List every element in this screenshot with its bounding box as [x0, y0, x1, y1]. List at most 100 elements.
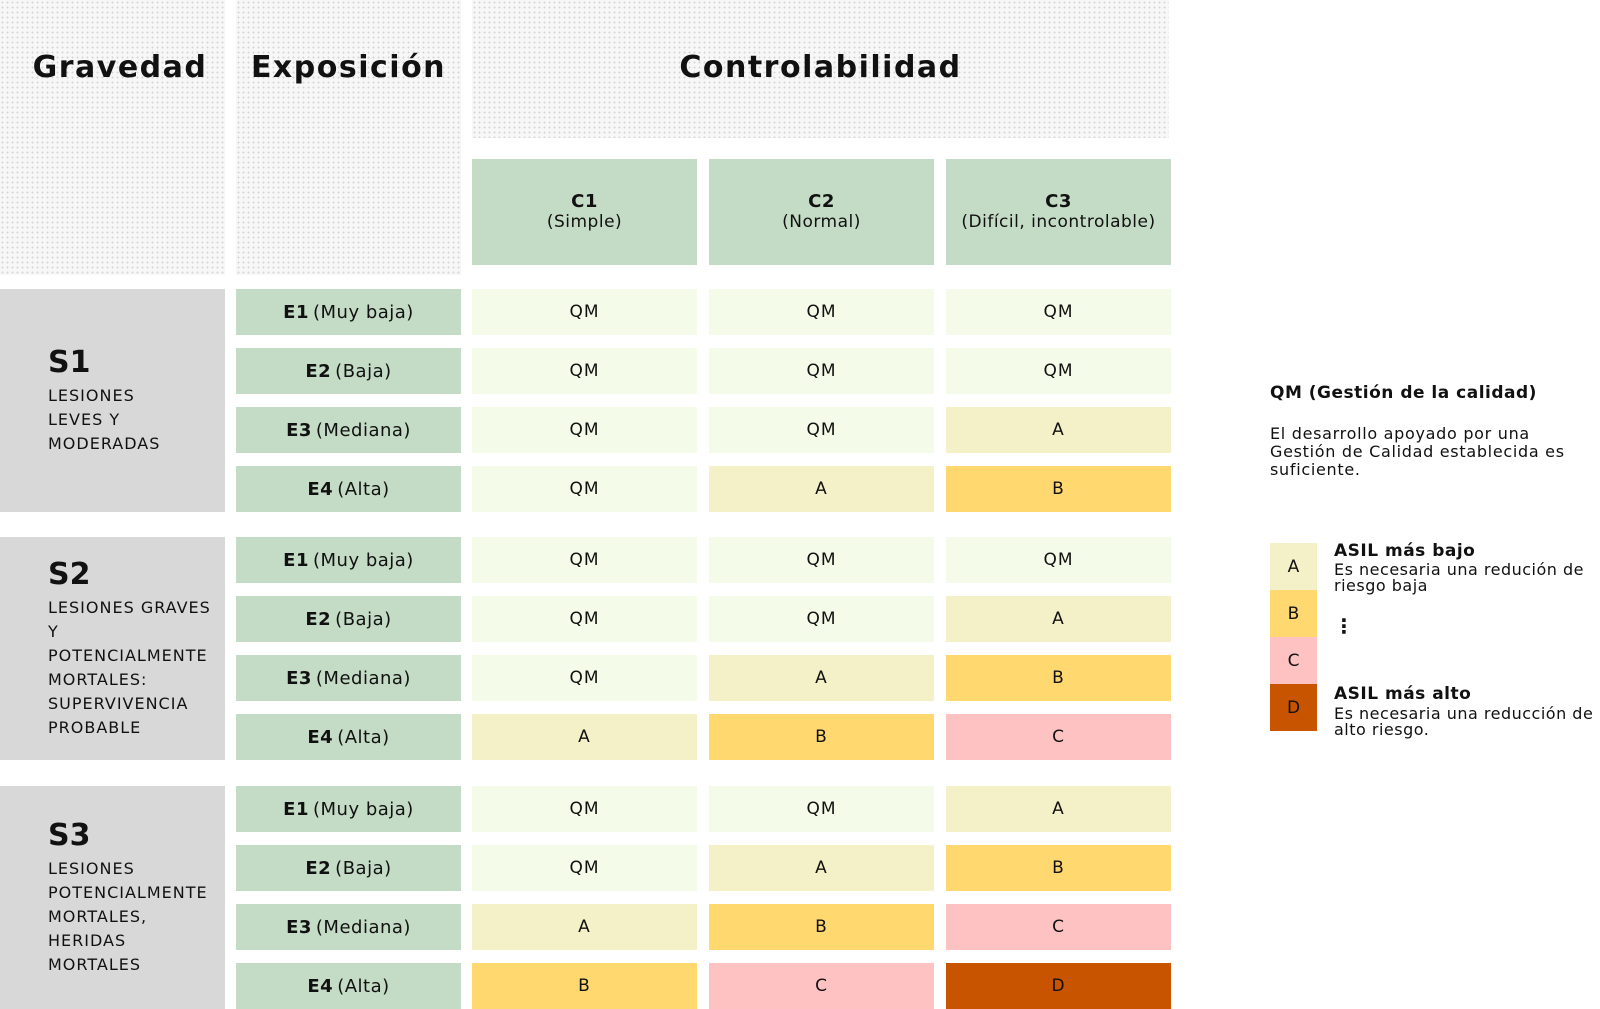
exposure-code: E1: [283, 549, 309, 571]
exposure-e1: E1 (Muy baja): [236, 786, 461, 832]
asil-cell: QM: [472, 466, 697, 512]
exposure-label: (Alta): [337, 975, 390, 997]
exposure-code: E1: [283, 301, 309, 323]
asil-cell: QM: [709, 348, 934, 394]
asil-cell: A: [709, 845, 934, 891]
exposure-code: E3: [286, 419, 312, 441]
asil-cell: QM: [946, 289, 1171, 335]
exposure-code: E2: [305, 608, 332, 630]
exposure-heading: Exposición: [250, 50, 447, 85]
exposure-label: (Baja): [335, 360, 392, 382]
asil-cell: QM: [709, 289, 934, 335]
asil-cell: A: [946, 407, 1171, 453]
exposure-label: (Muy baja): [312, 301, 414, 323]
controllability-label: (Difícil, incontrolable): [961, 212, 1156, 232]
exposure-label: (Muy baja): [312, 798, 414, 820]
swatch-b: B: [1270, 590, 1317, 637]
exposure-e4: E4 (Alta): [236, 466, 461, 512]
exposure-e1: E1 (Muy baja): [236, 537, 461, 583]
asil-cell: QM: [709, 407, 934, 453]
asil-cell: C: [946, 904, 1171, 950]
qm-legend-title: QM (Gestión de la calidad): [1270, 383, 1537, 403]
controllability-code: C2: [808, 191, 835, 212]
severity-code: S3: [48, 818, 91, 853]
asil-cell: QM: [472, 845, 697, 891]
exposure-label: (Baja): [335, 857, 392, 879]
exposure-code: E4: [307, 478, 334, 500]
exposure-e1: E1 (Muy baja): [236, 289, 461, 335]
exposure-code: E4: [307, 726, 334, 748]
severity-description: LESIONES LEVES Y MODERADAS: [48, 386, 161, 453]
exposure-e2: E2 (Baja): [236, 348, 461, 394]
controllability-c3: C3 (Difícil, incontrolable): [946, 159, 1171, 265]
swatch-c: C: [1270, 637, 1317, 684]
exposure-label: (Alta): [337, 478, 390, 500]
exposure-code: E2: [305, 857, 332, 879]
exposure-code: E4: [307, 975, 334, 997]
exposure-e4: E4 (Alta): [236, 963, 461, 1009]
severity-s3: S3 LESIONES POTENCIALMENTE MORTALES, HERIDAS…: [0, 786, 225, 1009]
asil-cell: QM: [946, 348, 1171, 394]
controllability-label: (Simple): [546, 212, 623, 232]
asil-cell: C: [709, 963, 934, 1009]
exposure-e2: E2 (Baja): [236, 596, 461, 642]
asil-cell: A: [472, 904, 697, 950]
asil-cell: QM: [472, 348, 697, 394]
asil-cell: B: [472, 963, 697, 1009]
asil-cell: A: [946, 786, 1171, 832]
asil-cell: QM: [472, 289, 697, 335]
exposure-code: E1: [283, 798, 309, 820]
severity-code: S2: [48, 557, 91, 592]
exposure-label: (Mediana): [315, 916, 411, 938]
asil-cell: A: [709, 655, 934, 701]
asil-cell: QM: [709, 786, 934, 832]
highest-asil-title: ASIL más alto: [1334, 684, 1472, 704]
exposure-label: (Baja): [335, 608, 392, 630]
asil-cell: B: [709, 904, 934, 950]
lowest-asil-text: Es necesaria una redución de riesgo baja: [1334, 560, 1585, 595]
exposure-e3: E3 (Mediana): [236, 904, 461, 950]
asil-cell: B: [946, 466, 1171, 512]
controllability-c2: C2 (Normal): [709, 159, 934, 265]
exposure-e4: E4 (Alta): [236, 714, 461, 760]
swatch-a: A: [1270, 543, 1317, 590]
asil-cell: B: [709, 714, 934, 760]
severity-code: S1: [48, 345, 91, 380]
controllability-code: C1: [571, 191, 598, 212]
severity-header-bg: [0, 0, 225, 275]
exposure-e3: E3 (Mediana): [236, 655, 461, 701]
severity-s2: S2 LESIONES GRAVES Y POTENCIALMENTE MORTALE…: [0, 537, 225, 760]
highest-asil-text: Es necesaria una reducción de alto riesg…: [1334, 704, 1594, 739]
exposure-code: E3: [286, 667, 312, 689]
controllability-code: C3: [1045, 191, 1072, 212]
controllability-header-bg: [472, 0, 1169, 138]
asil-cell: B: [946, 845, 1171, 891]
exposure-label: (Alta): [337, 726, 390, 748]
asil-cell: QM: [472, 407, 697, 453]
asil-cell: B: [946, 655, 1171, 701]
swatch-d: D: [1270, 684, 1317, 731]
severity-description: LESIONES GRAVES Y POTENCIALMENTE MORTALES:…: [48, 598, 211, 737]
ellipsis-icon: ⋮: [1334, 614, 1354, 638]
controllability-label: (Normal): [782, 212, 861, 232]
qm-legend-text: El desarrollo apoyado por una Gestión de…: [1270, 424, 1565, 479]
asil-cell: QM: [946, 537, 1171, 583]
exposure-code: E3: [286, 916, 312, 938]
asil-cell: QM: [709, 537, 934, 583]
controllability-c1: C1 (Simple): [472, 159, 697, 265]
asil-cell: C: [946, 714, 1171, 760]
asil-cell: QM: [472, 537, 697, 583]
asil-cell: QM: [472, 786, 697, 832]
asil-cell: A: [472, 714, 697, 760]
controllability-heading: Controlabilidad: [679, 50, 962, 85]
lowest-asil-title: ASIL más bajo: [1334, 541, 1476, 561]
severity-description: LESIONES POTENCIALMENTE MORTALES, HERIDAS MO…: [48, 859, 208, 974]
exposure-code: E2: [305, 360, 332, 382]
exposure-e3: E3 (Mediana): [236, 407, 461, 453]
asil-cell: QM: [709, 596, 934, 642]
asil-cell: A: [709, 466, 934, 512]
exposure-header-bg: [236, 0, 461, 275]
asil-cell: D: [946, 963, 1171, 1009]
asil-cell: QM: [472, 655, 697, 701]
exposure-e2: E2 (Baja): [236, 845, 461, 891]
